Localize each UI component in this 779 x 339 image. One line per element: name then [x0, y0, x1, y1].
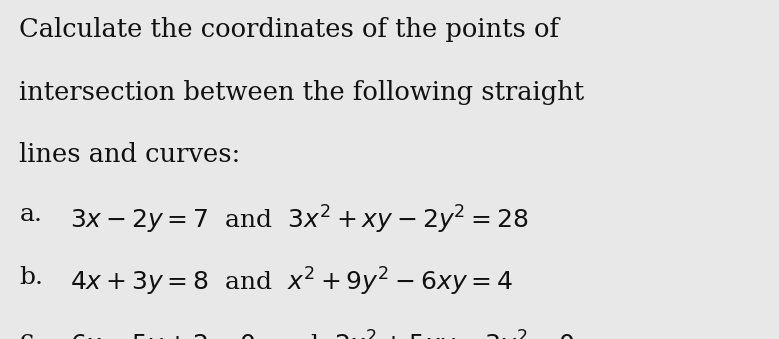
Text: c.: c. [19, 329, 41, 339]
Text: $3x - 2y = 7$  and  $3x^2 + xy - 2y^2 = 28$: $3x - 2y = 7$ and $3x^2 + xy - 2y^2 = 28… [70, 203, 529, 236]
Text: Calculate the coordinates of the points of: Calculate the coordinates of the points … [19, 17, 559, 42]
Text: intersection between the following straight: intersection between the following strai… [19, 80, 584, 105]
Text: $6x - 5y + 2 = 0$  and  $2x^2 + 5xy - 3y^2 = 0$: $6x - 5y + 2 = 0$ and $2x^2 + 5xy - 3y^2… [70, 329, 576, 339]
Text: lines and curves:: lines and curves: [19, 142, 241, 167]
Text: b.: b. [19, 266, 44, 289]
Text: $4x + 3y = 8$  and  $x^2 + 9y^2 - 6xy = 4$: $4x + 3y = 8$ and $x^2 + 9y^2 - 6xy = 4$ [70, 266, 513, 298]
Text: a.: a. [19, 203, 43, 226]
